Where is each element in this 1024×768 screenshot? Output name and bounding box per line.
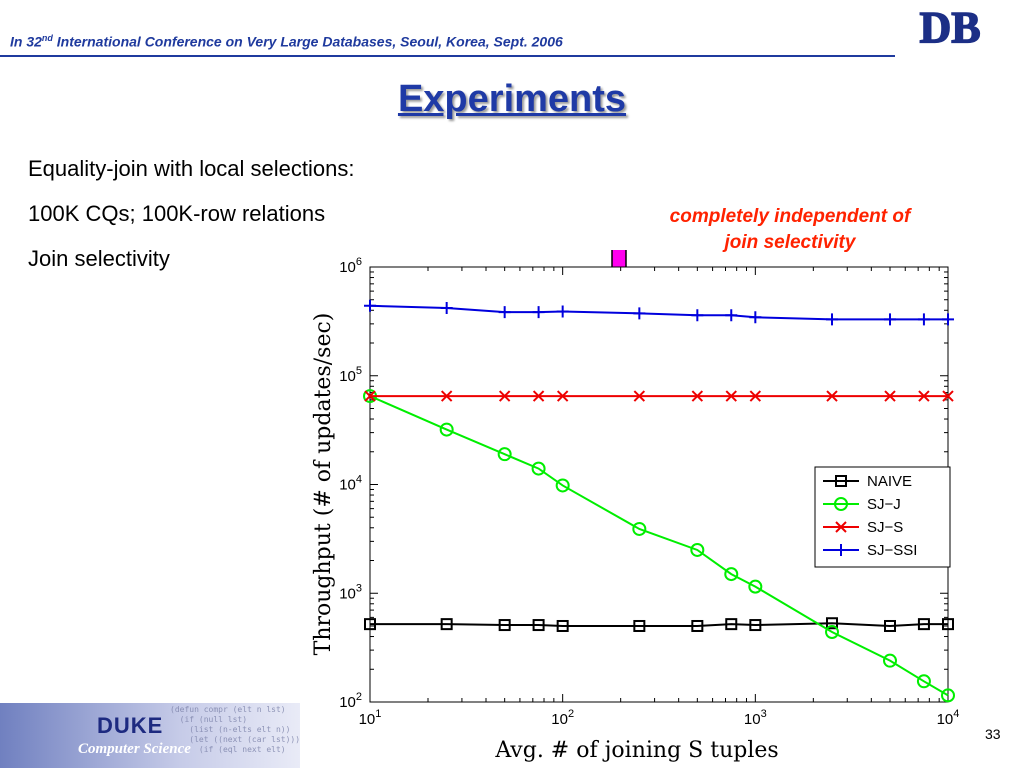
y-tick-label: 105	[339, 365, 362, 385]
bullet-line-2: 100K CQs; 100K-row relations	[28, 201, 326, 226]
chart-legend: NAIVE SJ−J SJ−S SJ−SSI	[814, 466, 951, 568]
series-line	[369, 395, 949, 697]
data-point	[691, 390, 704, 402]
legend-label: SJ−SSI	[867, 542, 917, 559]
y-tick-label: 103	[339, 582, 362, 602]
footer-code-text: (defun compr (elt n lst) (if (null lst) …	[170, 705, 300, 754]
data-point	[439, 422, 454, 437]
x-tick-label: 102	[551, 708, 574, 728]
data-point	[691, 309, 704, 322]
y-axis-label: Throughput (# of updates/sec)	[311, 313, 336, 656]
header-prefix: In 32	[10, 33, 42, 50]
data-point	[835, 521, 847, 533]
data-point	[633, 307, 646, 320]
data-point	[941, 688, 955, 703]
data-point	[724, 567, 739, 582]
data-point	[942, 390, 954, 402]
page-number: 33	[985, 726, 1001, 742]
data-point	[917, 313, 930, 326]
data-point	[942, 618, 954, 631]
legend-label: SJ−S	[867, 519, 903, 536]
legend-label: NAIVE	[867, 473, 912, 490]
data-point	[440, 618, 453, 631]
data-point	[749, 390, 762, 402]
data-point	[725, 390, 737, 402]
data-point	[884, 313, 897, 326]
x-tick-label: 101	[359, 708, 382, 728]
data-point	[725, 309, 738, 322]
data-point	[633, 390, 646, 402]
data-point	[826, 617, 839, 630]
data-point	[498, 390, 511, 402]
header-rest: International Conference on Very Large D…	[52, 33, 563, 50]
data-point	[916, 674, 931, 689]
data-point	[632, 521, 647, 536]
data-point	[691, 619, 704, 632]
data-point	[532, 306, 545, 319]
data-point	[749, 619, 762, 632]
data-point	[917, 618, 930, 631]
data-point	[556, 305, 569, 318]
data-point	[942, 313, 954, 326]
data-point	[364, 299, 376, 312]
y-tick-label: 106	[339, 256, 362, 276]
footer-banner: (defun compr (elt n lst) (if (null lst) …	[0, 703, 300, 768]
duke-wordmark: DUKE	[97, 713, 164, 738]
bullet-line-1: Equality-join with local selections:	[28, 156, 355, 181]
data-point	[725, 618, 738, 631]
data-point	[748, 579, 763, 594]
data-point	[826, 390, 838, 402]
data-point	[749, 311, 762, 324]
data-point	[633, 619, 646, 632]
data-point	[498, 619, 511, 632]
data-point	[918, 390, 930, 402]
x-tick-label: 104	[937, 708, 960, 728]
data-point	[883, 653, 898, 668]
data-point	[532, 390, 545, 402]
data-point	[497, 447, 512, 462]
data-point	[532, 619, 545, 632]
data-point	[826, 313, 839, 326]
x-axis-label: Avg. # of joining S tuples	[494, 738, 778, 763]
data-point	[825, 625, 840, 640]
data-point	[835, 544, 847, 556]
data-point	[556, 619, 569, 632]
series-line	[370, 622, 948, 627]
data-point	[364, 618, 376, 631]
duke-db-logo: DB	[895, 6, 1005, 48]
data-point	[498, 306, 511, 319]
data-point	[835, 475, 847, 487]
data-point	[440, 301, 453, 314]
conference-header: In 32nd International Conference on Very…	[10, 33, 563, 50]
data-point	[690, 542, 705, 557]
y-tick-label: 102	[339, 691, 362, 711]
y-tick-label: 104	[339, 474, 362, 494]
annotation-callout: completely independent of join selectivi…	[630, 204, 950, 255]
data-point	[834, 497, 848, 511]
data-point	[555, 478, 570, 493]
annotation-line-1: completely independent of	[669, 206, 911, 227]
bullet-line-3: Join selectivity	[28, 246, 170, 271]
x-tick-label: 103	[744, 708, 767, 728]
data-point	[884, 390, 896, 402]
header-superscript: nd	[41, 33, 53, 43]
data-point	[440, 390, 453, 402]
annotation-line-2: join selectivity	[724, 231, 856, 253]
computer-science-wordmark: Computer Science	[78, 741, 191, 757]
slide-title: Experiments	[397, 78, 627, 120]
header-divider	[0, 55, 895, 57]
logo-text: DB	[919, 6, 980, 48]
data-point	[884, 619, 897, 632]
legend-label: SJ−J	[867, 496, 901, 513]
data-point	[364, 390, 376, 402]
data-point	[556, 390, 569, 402]
data-point	[531, 461, 546, 476]
